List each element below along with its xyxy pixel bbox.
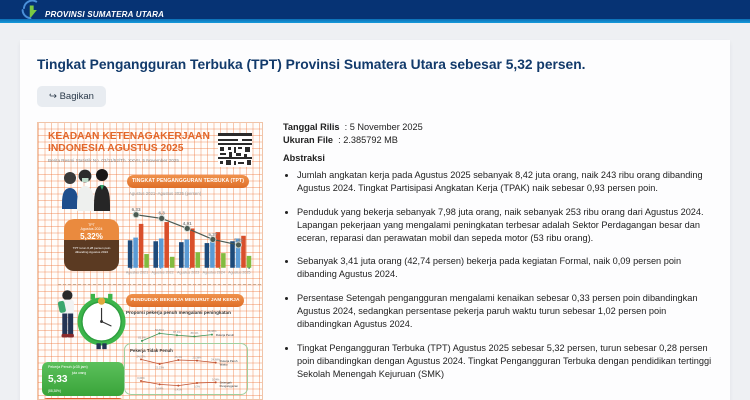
svg-text:Agustus 2021: Agustus 2021 [126,270,148,274]
svg-text:87,4%: 87,4% [173,330,181,334]
svg-text:4,91: 4,91 [183,221,192,226]
svg-text:Waktu: Waktu [220,362,228,366]
svg-text:0,41%: 0,41% [175,387,183,391]
svg-text:0,69%: 0,69% [137,377,145,380]
svg-text:Agustus 2025: Agustus 2025 [228,270,250,274]
svg-text:23,38%: 23,38% [192,356,202,360]
svg-text:0,34%: 0,34% [212,377,220,381]
svg-text:0,84%: 0,84% [156,387,164,391]
svg-text:25,4%: 25,4% [175,355,183,359]
svg-text:24,23%: 24,23% [136,354,146,358]
svg-text:Agustus 2024: Agustus 2024 [203,270,225,274]
svg-text:88,86%: 88,86% [155,328,165,332]
svg-text:88,3%: 88,3% [191,331,199,335]
svg-text:22,23%: 22,23% [155,366,165,370]
svg-text:Pekerja Penuh: Pekerja Penuh [216,333,235,337]
svg-text:6,3: 6,3 [158,211,165,216]
svg-text:83,6%: 83,6% [138,335,146,339]
svg-text:Agustus 2023: Agustus 2023 [177,270,199,274]
svg-text:5,32: 5,32 [234,237,243,242]
svg-text:Agustus 2022: Agustus 2022 [151,270,173,274]
svg-text:0,3%: 0,3% [194,385,201,389]
svg-text:5,37: 5,37 [208,232,217,237]
svg-text:Pengangguran: Pengangguran [220,384,239,388]
svg-text:6,33: 6,33 [132,207,141,212]
